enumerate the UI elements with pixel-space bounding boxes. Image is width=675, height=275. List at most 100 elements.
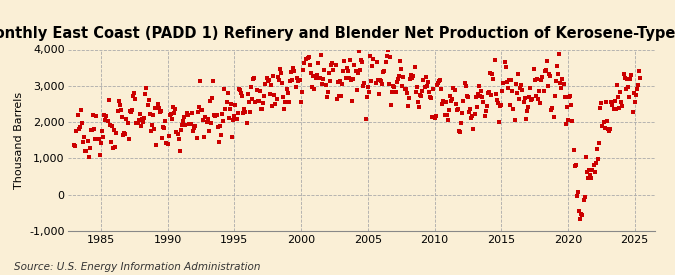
Point: [610, 106, 621, 111]
Point: [477, 95, 488, 99]
Point: [260, 82, 271, 86]
Point: [364, 54, 375, 58]
Point: [76, 108, 86, 112]
Point: [213, 140, 224, 144]
Point: [97, 129, 107, 133]
Point: [533, 97, 543, 101]
Point: [107, 124, 117, 128]
Point: [298, 68, 308, 72]
Point: [433, 81, 443, 85]
Point: [485, 71, 495, 75]
Point: [468, 127, 479, 132]
Point: [162, 142, 173, 146]
Point: [408, 74, 418, 78]
Point: [435, 78, 446, 82]
Point: [191, 135, 202, 140]
Point: [467, 114, 478, 119]
Point: [352, 71, 363, 75]
Point: [112, 109, 123, 114]
Point: [409, 65, 420, 70]
Point: [361, 95, 372, 100]
Point: [486, 93, 497, 98]
Point: [443, 108, 454, 112]
Point: [624, 95, 634, 99]
Point: [629, 100, 640, 104]
Point: [287, 78, 298, 82]
Point: [192, 110, 203, 114]
Point: [244, 100, 254, 104]
Point: [576, 212, 587, 217]
Point: [411, 85, 422, 90]
Point: [215, 133, 226, 138]
Point: [379, 68, 390, 73]
Point: [317, 82, 327, 86]
Point: [289, 68, 300, 73]
Point: [406, 73, 416, 77]
Point: [421, 75, 431, 79]
Point: [236, 90, 246, 95]
Point: [430, 113, 441, 118]
Point: [263, 78, 274, 82]
Point: [557, 77, 568, 81]
Point: [438, 98, 449, 103]
Point: [90, 137, 101, 141]
Point: [452, 107, 463, 111]
Point: [320, 82, 331, 87]
Point: [534, 89, 545, 94]
Point: [548, 115, 559, 119]
Point: [212, 125, 223, 130]
Point: [579, 195, 590, 199]
Point: [80, 148, 90, 153]
Point: [490, 92, 501, 97]
Point: [325, 79, 335, 83]
Point: [554, 52, 564, 56]
Point: [119, 131, 130, 135]
Point: [177, 123, 188, 127]
Point: [311, 73, 322, 77]
Point: [342, 66, 352, 70]
Point: [86, 128, 97, 132]
Point: [498, 81, 509, 85]
Point: [588, 163, 599, 167]
Point: [555, 81, 566, 85]
Point: [591, 160, 601, 165]
Point: [110, 145, 121, 149]
Point: [528, 67, 539, 71]
Point: [607, 103, 618, 108]
Point: [267, 104, 277, 108]
Point: [349, 62, 360, 67]
Point: [383, 82, 394, 86]
Point: [178, 119, 188, 123]
Point: [392, 77, 403, 81]
Point: [587, 167, 598, 172]
Point: [335, 94, 346, 98]
Point: [427, 115, 437, 119]
Point: [229, 114, 240, 118]
Point: [426, 96, 437, 100]
Point: [419, 85, 430, 90]
Point: [622, 85, 633, 90]
Point: [474, 84, 485, 89]
Point: [223, 116, 234, 120]
Point: [354, 49, 364, 53]
Point: [357, 60, 368, 64]
Point: [207, 96, 217, 101]
Point: [288, 66, 298, 70]
Point: [124, 137, 134, 142]
Point: [117, 115, 128, 119]
Point: [566, 103, 576, 108]
Point: [91, 114, 102, 118]
Point: [454, 128, 464, 133]
Point: [270, 102, 281, 106]
Point: [150, 106, 161, 111]
Point: [522, 104, 533, 109]
Point: [250, 100, 261, 104]
Point: [603, 128, 614, 133]
Point: [603, 127, 614, 131]
Point: [323, 71, 334, 75]
Point: [242, 92, 253, 96]
Point: [518, 100, 529, 104]
Point: [266, 83, 277, 87]
Point: [206, 121, 217, 125]
Point: [458, 99, 469, 103]
